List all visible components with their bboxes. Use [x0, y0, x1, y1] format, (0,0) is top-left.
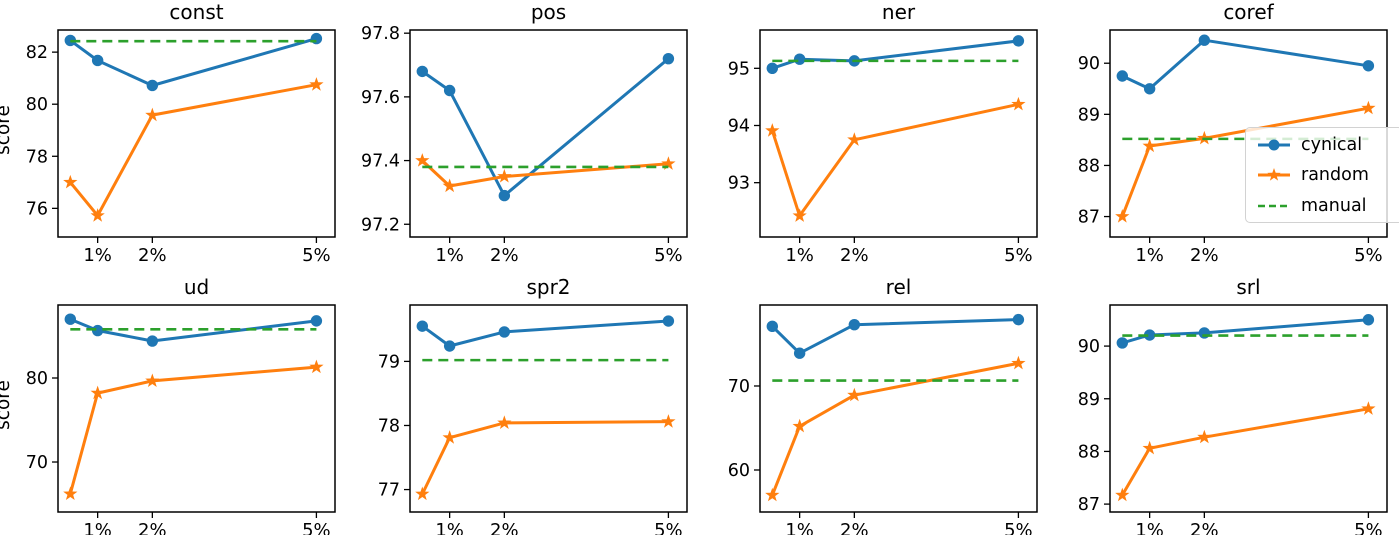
svg-text:87: 87 [1078, 208, 1100, 228]
svg-text:1%: 1% [435, 520, 464, 535]
svg-text:1%: 1% [435, 245, 464, 265]
svg-text:5%: 5% [1354, 520, 1383, 535]
chart-const: 76 78 80 82 1% 2% 5% [26, 29, 336, 265]
svg-text:97.4: 97.4 [361, 152, 400, 172]
svg-text:1%: 1% [83, 245, 112, 265]
svg-text:70: 70 [728, 377, 750, 397]
chart-rel: 60 70 1% 2% 5% [728, 304, 1038, 535]
svg-text:77: 77 [378, 481, 400, 501]
svg-text:88: 88 [1078, 442, 1100, 462]
svg-text:78: 78 [26, 147, 48, 167]
subplot-coref: coref 87 88 89 90 1% 2% 5% cynical random manu… [1055, 0, 1399, 265]
svg-text:90: 90 [1078, 337, 1100, 357]
subplot-title-rel: rel [885, 275, 912, 299]
legend-item-manual: manual [1246, 192, 1399, 220]
legend-label-cynical: cynical [1301, 134, 1363, 155]
svg-text:89: 89 [1078, 105, 1100, 125]
subplot-rel: rel 60 70 1% 2% 5% [705, 275, 1050, 535]
svg-text:79: 79 [378, 352, 400, 372]
svg-text:90: 90 [1078, 54, 1100, 74]
svg-text:5%: 5% [302, 245, 331, 265]
subplot-spr2: spr2 77 78 79 1% 2% 5% [355, 275, 700, 535]
chart-ner: 93 94 95 1% 2% 5% [728, 29, 1038, 265]
legend-random-line-star-icon [1256, 166, 1292, 184]
svg-text:78: 78 [378, 416, 400, 436]
svg-text:93: 93 [728, 174, 750, 194]
subplot-pos: pos 97.2 97.4 97.6 97.8 1% 2% 5% [355, 0, 700, 265]
svg-text:2%: 2% [840, 245, 869, 265]
svg-text:5%: 5% [1354, 245, 1383, 265]
chart-pos: 97.2 97.4 97.6 97.8 1% 2% 5% [361, 24, 688, 265]
subplot-title-const: const [169, 0, 224, 24]
svg-text:5%: 5% [1004, 520, 1033, 535]
svg-text:5%: 5% [654, 245, 683, 265]
svg-text:95: 95 [728, 59, 750, 79]
legend-item-random: random [1246, 161, 1399, 189]
subplot-title-pos: pos [530, 0, 567, 24]
legend: cynical random manual [1245, 127, 1399, 223]
chart-srl: 87 88 89 90 1% 2% 5% [1078, 304, 1388, 535]
svg-text:97.8: 97.8 [361, 24, 400, 44]
svg-text:80: 80 [26, 369, 48, 389]
svg-text:5%: 5% [1004, 245, 1033, 265]
svg-text:1%: 1% [83, 520, 112, 535]
svg-text:94: 94 [728, 116, 750, 136]
chart-ud: 70 80 1% 2% 5% [26, 304, 336, 535]
subplot-title-srl: srl [1236, 275, 1261, 299]
legend-cynical-line-circle-icon [1256, 136, 1292, 154]
svg-text:87: 87 [1078, 495, 1100, 515]
svg-text:60: 60 [728, 461, 750, 481]
svg-text:2%: 2% [138, 520, 167, 535]
svg-text:2%: 2% [840, 520, 869, 535]
subplot-title-ud: ud [183, 275, 210, 299]
legend-label-manual: manual [1301, 195, 1367, 216]
svg-text:1%: 1% [1135, 245, 1164, 265]
subplot-title-spr2: spr2 [526, 275, 571, 299]
svg-text:2%: 2% [1190, 520, 1219, 535]
svg-text:2%: 2% [490, 520, 519, 535]
subplot-srl: srl 87 88 89 90 1% 2% 5% [1055, 275, 1399, 535]
svg-text:2%: 2% [138, 245, 167, 265]
svg-text:89: 89 [1078, 390, 1100, 410]
subplot-ner: ner 93 94 95 1% 2% 5% [705, 0, 1050, 265]
svg-text:2%: 2% [490, 245, 519, 265]
svg-text:5%: 5% [302, 520, 331, 535]
svg-text:1%: 1% [785, 520, 814, 535]
chart-spr2: 77 78 79 1% 2% 5% [378, 304, 688, 535]
svg-text:2%: 2% [1190, 245, 1219, 265]
svg-text:5%: 5% [654, 520, 683, 535]
legend-label-random: random [1301, 165, 1369, 185]
subplot-title-ner: ner [881, 0, 916, 24]
svg-text:97.6: 97.6 [361, 88, 400, 108]
svg-text:80: 80 [26, 95, 48, 115]
svg-text:1%: 1% [1135, 520, 1164, 535]
svg-text:1%: 1% [785, 245, 814, 265]
svg-text:82: 82 [26, 43, 48, 63]
subplot-const: const 76 78 80 82 1% 2% 5% [3, 0, 348, 265]
subplot-title-coref: coref [1223, 0, 1274, 24]
legend-manual-dashed-line-icon [1256, 197, 1292, 215]
chart-coref: 87 88 89 90 1% 2% 5% [1078, 29, 1388, 265]
legend-item-cynical: cynical [1246, 131, 1399, 159]
svg-text:88: 88 [1078, 156, 1100, 176]
svg-text:97.2: 97.2 [361, 215, 400, 235]
svg-text:76: 76 [26, 199, 48, 219]
svg-text:70: 70 [26, 453, 48, 473]
subplot-ud: ud 70 80 1% 2% 5% [3, 275, 348, 535]
